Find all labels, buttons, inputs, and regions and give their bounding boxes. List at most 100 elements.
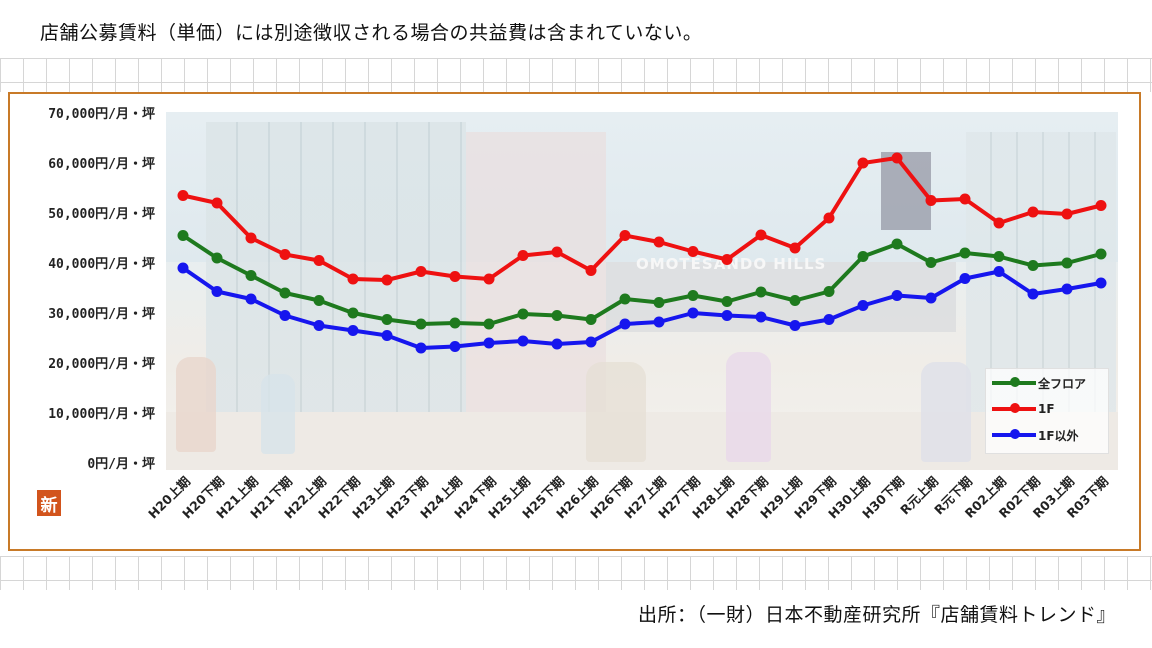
data-point <box>619 230 631 241</box>
y-tick-label: 60,000円/月・坪 <box>48 157 155 172</box>
data-point <box>993 251 1005 262</box>
source-note: 出所：（一財）日本不動産研究所『店舗賃料トレンド』 <box>637 604 1116 626</box>
data-point <box>959 247 971 259</box>
data-point <box>721 254 733 265</box>
data-point <box>313 255 325 266</box>
data-point <box>755 311 767 323</box>
data-point <box>483 337 495 349</box>
legend-label-all-floors: 全フロア <box>1038 376 1087 391</box>
data-point <box>1095 200 1107 211</box>
data-point <box>177 230 189 241</box>
data-point <box>551 246 563 258</box>
data-point <box>279 287 291 299</box>
data-point <box>585 336 597 348</box>
y-tick-label: 10,000円/月・坪 <box>48 407 155 422</box>
y-tick-label: 20,000円/月・坪 <box>48 357 155 372</box>
new-badge: 新 <box>37 490 61 516</box>
data-point <box>1061 208 1073 220</box>
series-line-2 <box>181 266 1102 350</box>
y-tick-label: 30,000円/月・坪 <box>48 307 155 322</box>
y-tick-label: 50,000円/月・坪 <box>48 207 155 222</box>
data-point <box>279 249 291 260</box>
data-point <box>993 217 1005 229</box>
series-line-0 <box>181 233 1102 326</box>
y-tick-label: 0円/月・坪 <box>87 457 155 472</box>
data-point <box>211 252 223 264</box>
y-tick-label: 70,000円/月・坪 <box>48 107 155 122</box>
legend-item-1f: 1F <box>992 399 1055 419</box>
data-point <box>483 318 495 330</box>
chart-legend: 全フロア 1F 1F以外 <box>985 368 1109 454</box>
data-point <box>347 273 359 285</box>
data-point <box>823 314 835 325</box>
data-point <box>381 330 393 341</box>
data-point <box>551 310 563 321</box>
data-point <box>619 293 631 305</box>
y-tick-label: 40,000円/月・坪 <box>48 257 155 272</box>
data-point <box>245 232 257 244</box>
data-point <box>1095 277 1107 289</box>
data-point <box>415 266 427 277</box>
data-point <box>925 195 937 206</box>
data-point <box>449 271 461 282</box>
legend-swatch-1f <box>992 403 1036 413</box>
data-point <box>687 307 699 319</box>
data-point <box>211 286 223 297</box>
data-point <box>891 152 903 164</box>
data-point <box>857 300 869 311</box>
data-point <box>721 296 733 307</box>
data-point <box>891 290 903 301</box>
data-point <box>653 236 665 248</box>
data-point <box>1095 248 1107 260</box>
data-point <box>755 286 767 298</box>
data-point <box>925 292 937 304</box>
data-point <box>313 320 325 331</box>
data-point <box>993 266 1005 277</box>
data-point <box>449 317 461 329</box>
data-point <box>687 246 699 257</box>
data-point <box>279 310 291 321</box>
data-point <box>483 273 495 285</box>
data-point <box>619 318 631 330</box>
legend-label-1f: 1F <box>1038 402 1055 416</box>
data-point <box>721 310 733 321</box>
data-point <box>653 297 665 308</box>
data-point <box>177 190 189 201</box>
data-point <box>925 257 937 268</box>
data-point <box>347 307 359 319</box>
legend-swatch-non-1f <box>992 429 1036 439</box>
data-point <box>959 193 971 205</box>
data-point <box>517 250 529 261</box>
data-point <box>1027 260 1039 271</box>
data-point <box>415 342 427 354</box>
data-point <box>177 262 189 274</box>
data-point <box>789 242 801 254</box>
data-point <box>789 295 801 306</box>
page-note: 店舗公募賃料（単価）には別途徴収される場合の共益費は含まれていない。 <box>40 22 703 44</box>
data-point <box>653 316 665 328</box>
data-point <box>517 308 529 320</box>
data-point <box>211 197 223 209</box>
data-point <box>585 314 597 325</box>
legend-label-non-1f: 1F以外 <box>1038 428 1079 443</box>
legend-item-non-1f: 1F以外 <box>992 425 1079 445</box>
data-point <box>823 212 835 224</box>
data-point <box>891 238 903 250</box>
data-point <box>585 265 597 276</box>
legend-item-all-floors: 全フロア <box>992 373 1086 393</box>
data-point <box>245 293 257 305</box>
data-point <box>381 274 393 286</box>
data-point <box>857 251 869 262</box>
data-point <box>789 320 801 331</box>
series-line-1 <box>182 156 1102 282</box>
data-point <box>1061 283 1073 295</box>
data-point <box>415 318 427 330</box>
data-point <box>245 270 257 281</box>
background-photo: OMOTESANDO HILLS <box>166 112 1118 470</box>
data-point <box>687 290 699 301</box>
data-point <box>959 273 971 284</box>
data-point <box>1027 288 1039 300</box>
data-point <box>313 295 325 306</box>
data-point <box>517 335 529 347</box>
